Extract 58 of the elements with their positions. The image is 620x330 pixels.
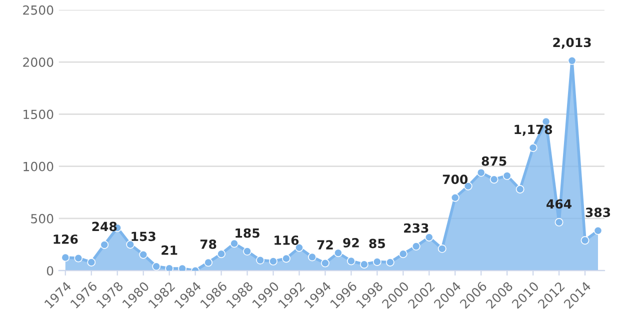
- point: [580, 236, 590, 245]
- point: [178, 264, 187, 271]
- point: [152, 262, 161, 271]
- data-label: 700: [442, 174, 468, 184]
- point: [126, 240, 135, 249]
- y-tick-label: 2500: [23, 5, 54, 15]
- data-label: 78: [200, 239, 216, 249]
- point: [594, 226, 602, 235]
- data-label: 72: [317, 240, 333, 250]
- point: [438, 244, 446, 253]
- point: [476, 168, 486, 177]
- point: [243, 247, 252, 256]
- data-label: 875: [482, 156, 506, 166]
- point: [398, 250, 408, 258]
- point: [282, 254, 290, 263]
- point: [372, 258, 382, 266]
- point: [269, 256, 278, 266]
- point: [360, 260, 368, 269]
- data-label: 85: [369, 238, 385, 248]
- point: [334, 248, 342, 258]
- y-tick-label: 1000: [24, 162, 54, 172]
- data-label: 126: [54, 234, 78, 244]
- point: [346, 256, 356, 266]
- point: [490, 175, 498, 184]
- point: [230, 239, 238, 248]
- point: [100, 240, 109, 249]
- point: [74, 254, 83, 262]
- point: [204, 258, 213, 267]
- point: [502, 171, 512, 180]
- point: [516, 185, 524, 194]
- data-label: 185: [236, 228, 260, 238]
- point: [424, 233, 434, 242]
- y-tick-label: 0: [46, 266, 54, 276]
- point: [308, 252, 316, 262]
- data-label: 233: [404, 223, 428, 233]
- point: [412, 242, 420, 251]
- y-tick-label: 2000: [23, 58, 54, 67]
- point: [450, 193, 460, 202]
- data-label: 153: [132, 232, 156, 242]
- point: [320, 258, 330, 268]
- point: [256, 256, 264, 264]
- data-label: 116: [274, 236, 299, 245]
- point: [87, 258, 96, 266]
- point: [217, 250, 226, 258]
- y-tick-label: 500: [31, 214, 54, 224]
- point: [568, 56, 576, 65]
- point: [165, 264, 174, 271]
- point: [528, 144, 538, 152]
- point: [554, 218, 564, 226]
- data-label: 21: [162, 245, 178, 255]
- point: [386, 258, 394, 266]
- y-tick-label: 1500: [24, 110, 54, 120]
- data-label: 2,013: [553, 38, 591, 49]
- point: [139, 250, 148, 259]
- data-label: 464: [546, 199, 572, 209]
- data-label: 383: [586, 208, 610, 218]
- point: [61, 253, 70, 262]
- data-label: 92: [343, 238, 359, 248]
